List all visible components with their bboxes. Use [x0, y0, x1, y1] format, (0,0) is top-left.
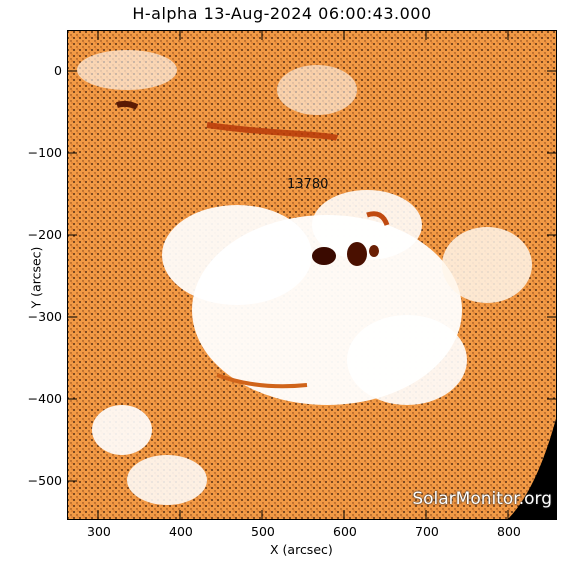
y-tick-label: −500: [27, 473, 62, 488]
active-region-label: 13780: [287, 177, 329, 192]
filament: [116, 100, 139, 110]
x-tick-label: 600: [333, 524, 357, 539]
x-axis-label: X (arcsec): [270, 542, 333, 557]
sunspot-core: [347, 242, 367, 266]
y-tick-label: −200: [27, 227, 62, 242]
x-tick-labels: 300 400 500 600 700 800: [67, 524, 557, 540]
y-tick-label: −100: [27, 145, 62, 160]
plot-frame: [67, 30, 557, 520]
y-tick-labels: 0 −100 −200 −300 −400 −500: [0, 30, 64, 520]
x-tick-label: 500: [251, 524, 275, 539]
space-beyond-limb: [507, 415, 557, 520]
y-tick-label: −300: [27, 309, 62, 324]
halpha-image: [67, 30, 557, 520]
watermark: SolarMonitor.org: [412, 489, 552, 509]
y-tick-label: −400: [27, 391, 62, 406]
image-title: H-alpha 13-Aug-2024 06:00:43.000: [132, 4, 432, 23]
y-tick-label: 0: [54, 63, 62, 78]
x-tick-label: 700: [415, 524, 439, 539]
sunspot-core: [312, 247, 336, 265]
x-tick-label: 300: [87, 524, 111, 539]
y-axis-label: Y (arcsec): [28, 246, 44, 309]
x-tick-label: 800: [497, 524, 521, 539]
solar-image-plot: [67, 30, 557, 520]
filament: [206, 122, 339, 141]
x-tick-label: 400: [169, 524, 193, 539]
